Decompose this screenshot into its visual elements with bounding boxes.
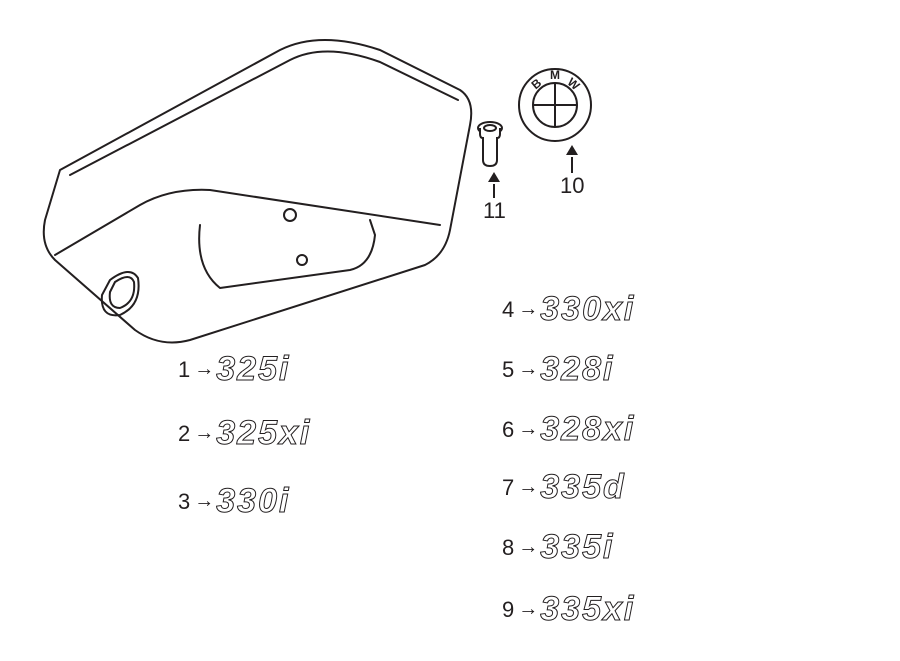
emblem-letter-w: W	[565, 75, 583, 93]
callout-number: 4	[502, 297, 514, 323]
callout-number: 10	[560, 173, 584, 199]
callout-number: 6	[502, 417, 514, 443]
arrow-right-icon: →	[194, 358, 214, 381]
callout-5: 5 → 328i	[502, 350, 614, 389]
callout-4: 4 → 330xi	[502, 290, 635, 329]
model-badge: 330xi	[540, 290, 635, 329]
callout-3: 3 → 330i	[178, 482, 290, 521]
arrow-right-icon: →	[194, 490, 214, 513]
callout-2: 2 → 325xi	[178, 414, 311, 453]
arrow-right-icon: →	[518, 476, 538, 499]
callout-11: 11	[483, 172, 506, 224]
trunk-lid-drawing	[20, 30, 480, 350]
model-badge: 330i	[216, 482, 290, 521]
model-badge: 325i	[216, 350, 290, 389]
model-badge: 325xi	[216, 414, 311, 453]
callout-8: 8 → 335i	[502, 528, 614, 567]
grommet-clip	[475, 120, 505, 170]
callout-number: 7	[502, 475, 514, 501]
callout-number: 11	[483, 198, 506, 224]
callout-10: 10	[560, 145, 584, 199]
callout-9: 9 → 335xi	[502, 590, 635, 629]
emblem-letter-m: M	[550, 68, 560, 82]
callout-number: 3	[178, 489, 190, 515]
model-badge: 335xi	[540, 590, 635, 629]
callout-number: 1	[178, 357, 190, 383]
arrow-right-icon: →	[518, 358, 538, 381]
model-badge: 328xi	[540, 410, 635, 449]
callout-number: 2	[178, 421, 190, 447]
callout-number: 8	[502, 535, 514, 561]
arrow-right-icon: →	[518, 418, 538, 441]
callout-number: 9	[502, 597, 514, 623]
arrow-right-icon: →	[518, 598, 538, 621]
arrow-right-icon: →	[518, 298, 538, 321]
model-badge: 328i	[540, 350, 614, 389]
callout-number: 5	[502, 357, 514, 383]
callout-1: 1 → 325i	[178, 350, 290, 389]
bmw-emblem: B M W	[515, 65, 595, 145]
parts-diagram: B M W 10 11 1 → 325i 2 → 325xi 3 →	[0, 0, 900, 661]
callout-7: 7 → 335d	[502, 468, 626, 507]
callout-6: 6 → 328xi	[502, 410, 635, 449]
model-badge: 335i	[540, 528, 614, 567]
arrow-right-icon: →	[194, 422, 214, 445]
model-badge: 335d	[540, 468, 626, 507]
arrow-right-icon: →	[518, 536, 538, 559]
